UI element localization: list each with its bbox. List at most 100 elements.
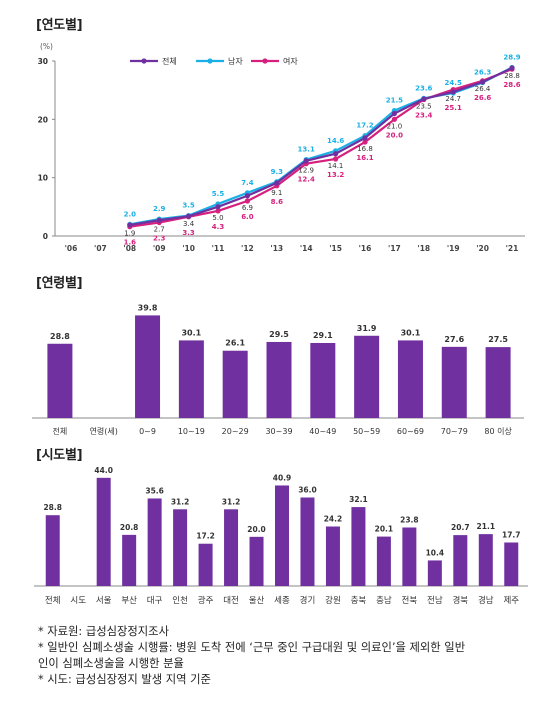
category-label: 강원 [325, 595, 341, 606]
data-label-male: 7.4 [241, 179, 254, 187]
series-point-0 [274, 180, 280, 186]
bar [198, 543, 213, 586]
y-tick-label: 0 [43, 232, 48, 241]
data-label-female: 28.6 [503, 81, 520, 89]
series-point-2 [333, 156, 339, 162]
bar [310, 342, 336, 418]
series-point-0 [362, 135, 368, 141]
bar [504, 542, 519, 586]
category-label: 경남 [478, 595, 494, 606]
bar [376, 536, 391, 586]
category-label: 전북 [402, 595, 418, 606]
data-label-male: 13.1 [298, 146, 315, 154]
data-label-total: 28.8 [504, 72, 520, 80]
data-label-total: 1.9 [124, 230, 135, 238]
bar [354, 335, 380, 418]
yearly-section-title: [연도별] [36, 18, 83, 33]
series-point-2 [215, 208, 221, 214]
bar-value-label: 24.2 [324, 515, 343, 524]
data-label-female: 16.1 [356, 154, 373, 162]
x-tick-label: '14 [300, 244, 313, 253]
series-point-2 [391, 116, 397, 122]
category-label: 충남 [376, 596, 392, 606]
bar-value-label: 20.8 [120, 523, 139, 532]
x-tick-label: '15 [329, 244, 342, 253]
bar-value-label: 28.8 [50, 332, 70, 341]
bar [222, 350, 248, 418]
data-label-male: 5.5 [212, 190, 225, 198]
category-label: 인천 [172, 595, 188, 606]
x-tick-label: '18 [417, 244, 430, 253]
category-label: 40~49 [309, 427, 336, 436]
data-label-female: 6.0 [241, 213, 254, 221]
bar-value-label: 23.8 [400, 515, 419, 524]
bar-value-label: 29.5 [269, 330, 289, 339]
bar-value-label: 27.5 [488, 335, 508, 344]
bar [266, 341, 292, 418]
category-label: 30~39 [265, 427, 292, 436]
data-label-total: 5.0 [212, 214, 223, 222]
bar-value-label: 31.9 [357, 324, 377, 333]
region-bar-chart: 28.8 전체 시도 44.0 서울 20.8 부산 35.6 대구 31.2 인천 17.2 광주 31… [34, 466, 528, 606]
bar-value-label: 44.0 [94, 466, 113, 475]
x-tick-label: '09 [153, 244, 166, 253]
x-tick-label: '19 [447, 244, 460, 253]
category-label: 광주 [198, 595, 214, 606]
bar-value-label: 20.0 [247, 525, 266, 534]
series-point-0 [127, 222, 133, 228]
bar-value-label: 27.6 [444, 335, 464, 344]
bar-value-label: 17.2 [196, 532, 215, 541]
data-label-female: 20.0 [386, 131, 403, 139]
y-unit-label: (%) [40, 42, 53, 51]
data-label-total: 26.4 [475, 85, 491, 93]
category-label: 60~69 [397, 427, 424, 436]
bar [397, 340, 423, 418]
series-line-2 [129, 68, 513, 228]
bar-value-label: 21.1 [477, 522, 496, 531]
x-tick-label: '08 [123, 244, 136, 253]
bar [300, 497, 315, 586]
data-label-total: 23.5 [416, 103, 432, 111]
legend-label-0: 전체 [162, 56, 177, 66]
category-label: 부산 [121, 595, 137, 606]
data-label-male: 24.5 [445, 79, 462, 87]
category-label: 경북 [452, 595, 468, 606]
category-label: 80 이상 [484, 426, 512, 436]
data-label-total: 9.1 [271, 189, 282, 197]
bar-value-label: 35.6 [145, 486, 164, 495]
data-label-female: 23.4 [415, 112, 432, 120]
x-tick-label: '21 [506, 244, 519, 253]
data-label-female: 2.3 [153, 235, 166, 243]
bar [45, 515, 60, 586]
category-label: 50~59 [353, 427, 380, 436]
yearly-line-chart: (%) 0 10 20 30 '06 '07 '08 '09 '10 '11 '12 '13 '14 '15… [38, 42, 525, 253]
bar [173, 509, 188, 586]
x-tick-label: '07 [94, 244, 107, 253]
legend-label-1: 남자 [228, 57, 243, 66]
bar-value-label: 28.8 [43, 503, 62, 512]
bar [351, 507, 366, 586]
x-tick-label: '10 [182, 244, 195, 253]
region-section-title: [시도별] [36, 448, 83, 463]
bar-value-label: 20.7 [451, 523, 470, 532]
data-label-male: 2.0 [124, 210, 137, 218]
category-label: 울산 [249, 595, 265, 606]
x-tick-label: '16 [359, 244, 372, 253]
bar-value-label: 26.1 [225, 339, 245, 348]
category-label: 20~29 [222, 427, 249, 436]
category-label: 서울 [96, 596, 112, 606]
series-point-0 [244, 193, 250, 199]
bar [147, 498, 162, 586]
series-point-2 [244, 198, 250, 204]
legend-marker-2 [262, 58, 268, 64]
bar [402, 527, 417, 586]
category-label: 10~19 [178, 427, 205, 436]
y-tick-label: 10 [38, 174, 48, 183]
data-label-female: 8.6 [271, 198, 284, 206]
category-label: 연령(세) [90, 427, 118, 436]
footnote-region: * 시도: 급성심장정지 발생 지역 기준 [38, 673, 211, 686]
bar [441, 346, 467, 418]
x-tick-label: '06 [65, 244, 78, 253]
data-label-female: 12.4 [298, 176, 315, 184]
category-label: 제주 [503, 596, 519, 606]
